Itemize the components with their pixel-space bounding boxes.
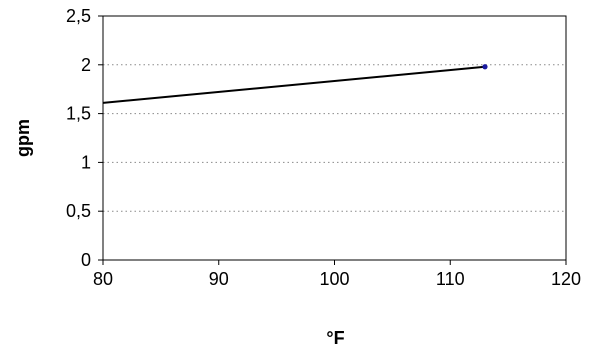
y-tick-label-1: 0,5: [66, 201, 91, 221]
series-layer: [102, 64, 488, 104]
x-axis-title: °F: [326, 328, 344, 348]
y-tick-label-2: 1: [81, 152, 91, 172]
x-tick-labels: 80 90 100 110 120: [93, 269, 581, 289]
y-axis-title: gpm: [13, 119, 33, 157]
y-tick-label-4: 2: [81, 55, 91, 75]
y-tick-label-0: 0: [81, 250, 91, 270]
series-line-0: [102, 65, 486, 104]
y-tick-label-3: 1,5: [66, 104, 91, 124]
plot-area: [102, 15, 567, 261]
x-tick-label-2: 100: [319, 269, 349, 289]
x-tick-label-3: 110: [436, 269, 465, 289]
x-tick-label-0: 80: [93, 269, 113, 289]
series-point-0-1: [482, 64, 488, 70]
y-tick-label-5: 2,5: [66, 6, 91, 26]
axes: [98, 15, 567, 265]
gridlines: [103, 64, 566, 212]
x-tick-label-4: 120: [551, 269, 581, 289]
y-tick-labels: 0 0,5 1 1,5 2 2,5: [66, 6, 91, 270]
x-tick-label-1: 90: [209, 269, 229, 289]
